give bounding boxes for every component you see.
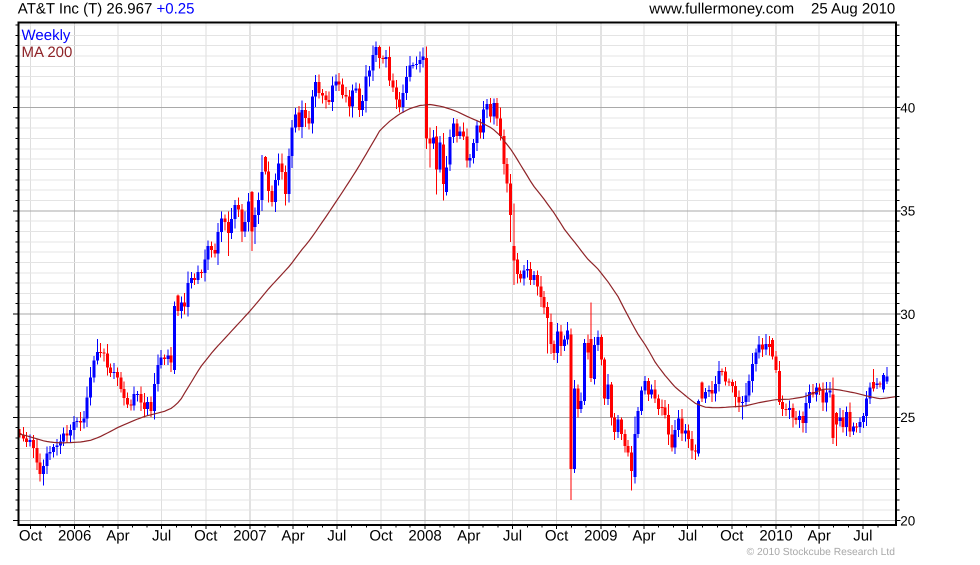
svg-text:20: 20 [900,513,915,528]
svg-text:AT&T Inc (T) 26.967: AT&T Inc (T) 26.967 [18,1,153,18]
svg-text:+0.25: +0.25 [157,1,195,18]
svg-text:Oct: Oct [369,527,393,544]
svg-text:2006: 2006 [58,527,91,544]
svg-text:Apr: Apr [281,527,304,544]
svg-text:Apr: Apr [457,527,480,544]
svg-text:Apr: Apr [808,527,831,544]
svg-text:2008: 2008 [408,527,441,544]
svg-text:Jul: Jul [503,527,522,544]
svg-text:Apr: Apr [106,527,129,544]
svg-text:30: 30 [900,307,915,322]
svg-text:35: 35 [900,204,915,219]
svg-text:Jul: Jul [152,527,171,544]
svg-text:Oct: Oct [194,527,218,544]
svg-text:25 Aug 2010: 25 Aug 2010 [811,1,895,18]
svg-text:Jul: Jul [853,527,872,544]
svg-text:MA 200: MA 200 [22,44,73,61]
svg-text:Oct: Oct [720,527,744,544]
svg-text:40: 40 [900,100,915,115]
svg-text:Oct: Oct [19,527,43,544]
svg-text:© 2010 Stockcube Research Ltd: © 2010 Stockcube Research Ltd [747,547,896,558]
svg-text:Oct: Oct [545,527,569,544]
svg-text:Jul: Jul [678,527,697,544]
svg-text:2009: 2009 [584,527,617,544]
svg-text:2010: 2010 [759,527,792,544]
svg-text:Weekly: Weekly [22,27,71,44]
svg-text:Jul: Jul [327,527,346,544]
svg-text:www.fullermoney.com: www.fullermoney.com [648,1,794,18]
svg-text:2007: 2007 [233,527,266,544]
svg-text:Apr: Apr [632,527,655,544]
svg-text:25: 25 [900,410,915,425]
